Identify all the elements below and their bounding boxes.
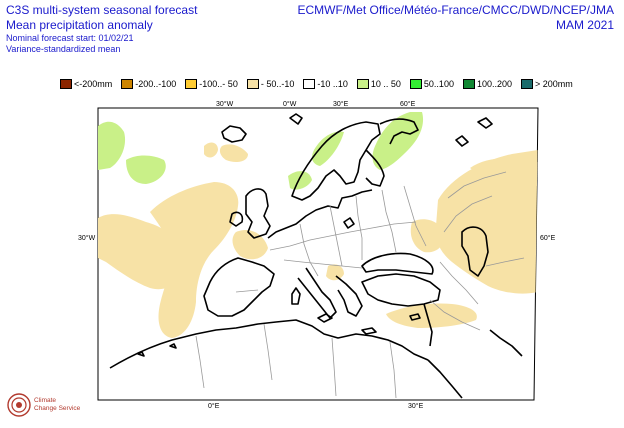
legend-item: 100..200 <box>462 79 512 89</box>
legend: <-200mm -200..-100 -100..- 50 - 50..-10 -10 … <box>60 77 582 91</box>
agencies-block: ECMWF/Met Office/Météo-France/CMCC/DWD/N… <box>298 3 614 33</box>
wet-anomaly-regions <box>98 112 424 190</box>
legend-label: 100..200 <box>476 79 512 89</box>
legend-label: 10 .. 50 <box>370 79 401 89</box>
logo-line-1: Climate <box>34 397 57 404</box>
top-label-30w: 30°W <box>216 100 234 108</box>
legend-swatch <box>462 79 475 89</box>
title-block: C3S multi-system seasonal forecast Mean … <box>6 3 197 54</box>
top-label-60e: 60°E <box>400 100 416 108</box>
copernicus-climate-logo-icon <box>7 393 31 417</box>
legend-swatch <box>185 79 198 89</box>
logo-text: Climate Change Service <box>34 397 80 413</box>
agency-list: ECMWF/Met Office/Météo-France/CMCC/DWD/N… <box>297 3 614 17</box>
legend-item: -10 ..10 <box>303 79 348 89</box>
legend-item: 10 .. 50 <box>356 79 401 89</box>
system-title: C3S multi-system seasonal forecast <box>6 3 198 17</box>
right-label-60e: 60°E <box>540 234 556 242</box>
legend-item: > 200mm <box>521 79 573 89</box>
season-label: MAM 2021 <box>555 18 614 32</box>
legend-swatch <box>121 79 134 89</box>
legend-swatch <box>409 79 422 89</box>
method-note: Variance-standardized mean <box>6 43 121 54</box>
variable-title: Mean precipitation anomaly <box>6 18 153 32</box>
legend-label: <-200mm <box>74 79 113 89</box>
legend-item: 50..100 <box>409 79 454 89</box>
dry-anomaly-regions <box>98 142 538 338</box>
legend-item: <-200mm <box>60 79 112 89</box>
legend-label: - 50..-10 <box>260 79 295 89</box>
top-label-30e: 30°E <box>333 100 349 108</box>
legend-label: -100..- 50 <box>199 79 238 89</box>
legend-swatch <box>303 79 316 89</box>
legend-label: > 200mm <box>535 79 573 89</box>
left-label-30w: 30°W <box>78 234 96 242</box>
legend-label: -200..-100 <box>135 79 177 89</box>
legend-item: - 50..-10 <box>246 79 295 89</box>
coastlines <box>109 113 523 399</box>
legend-label: -10 ..10 <box>317 79 348 89</box>
legend-swatch <box>521 79 533 89</box>
top-label-0w: 0°W <box>283 100 297 108</box>
logo-line-2: Change Service <box>34 405 81 412</box>
legend-swatch <box>356 79 369 89</box>
bottom-label-30e: 30°E <box>408 402 424 410</box>
precipitation-map: 30°W 0°W 30°E 60°E 0°E 30°E 30°W 60°E <box>78 100 556 410</box>
legend-swatch <box>60 79 72 89</box>
forecast-start: Nominal forecast start: 01/02/21 <box>6 33 134 43</box>
legend-item: -100..- 50 <box>185 79 238 89</box>
legend-label: 50..100 <box>423 79 454 89</box>
bottom-label-0e: 0°E <box>208 402 220 410</box>
graticule-labels: 30°W 0°W 30°E 60°E 0°E 30°E 30°W 60°E <box>78 100 556 410</box>
country-borders <box>195 171 525 399</box>
legend-item: -200..-100 <box>121 79 176 89</box>
legend-swatch <box>246 79 259 89</box>
